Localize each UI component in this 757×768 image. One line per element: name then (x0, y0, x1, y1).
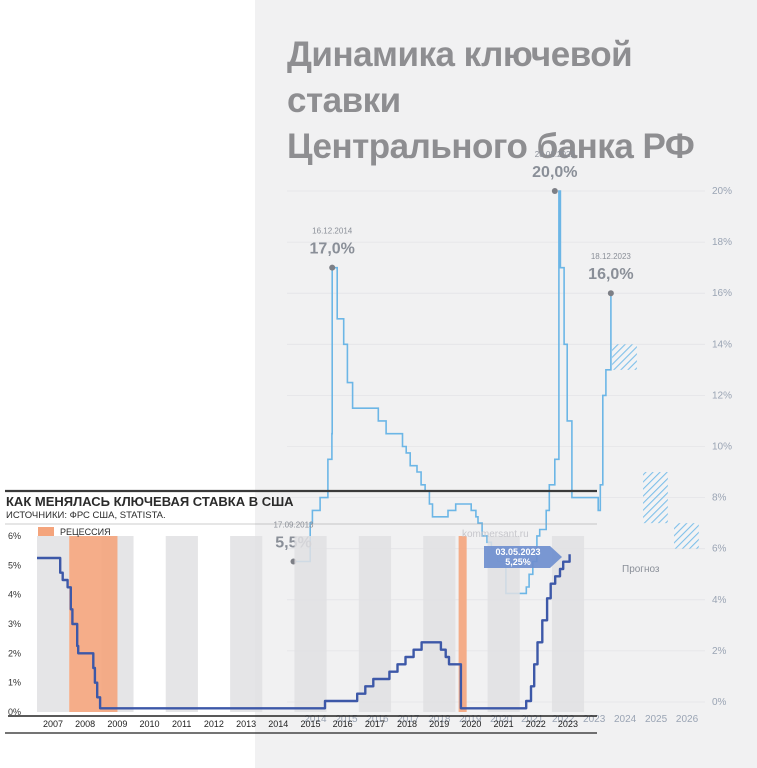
rf-title-line2: Центрального банка РФ (287, 127, 695, 166)
rf-y-tick-label: 14% (712, 339, 732, 350)
us-x-tick-label: 2015 (300, 719, 320, 729)
rf-y-tick-label: 16% (712, 288, 732, 299)
us-rate-line (37, 554, 571, 710)
us-year-band (294, 536, 327, 712)
rf-title-line1: Динамика ключевой ставки (287, 35, 633, 120)
us-x-tick-label: 2022 (526, 719, 546, 729)
rf-forecast-range (643, 472, 668, 524)
us-year-band (423, 536, 456, 712)
us-y-tick-label: 0% (8, 707, 21, 717)
rf-x-tick-label: 2015 (335, 714, 358, 725)
us-y-tick-label: 6% (8, 531, 21, 541)
rf-forecast-label: Прогноз (622, 564, 660, 575)
us-x-tick-label: 2019 (429, 719, 449, 729)
us-y-tick-label: 5% (8, 560, 21, 570)
us-y-tick-label: 1% (8, 678, 21, 688)
us-callout-box (484, 546, 562, 568)
us-legend-label: РЕЦЕССИЯ (60, 527, 111, 537)
us-x-tick-label: 2007 (43, 719, 63, 729)
rf-point-date: 18.12.2023 (591, 252, 632, 261)
us-x-tick-label: 2014 (268, 719, 288, 729)
us-x-tick-label: 2018 (397, 719, 417, 729)
us-watermark: kommersant.ru (462, 529, 529, 540)
us-chart-subtitle: ИСТОЧНИКИ: ФРС США, STATISTA. (6, 510, 166, 521)
us-x-tick-label: 2021 (494, 719, 514, 729)
rf-point-value: 17,0% (310, 241, 355, 258)
rf-x-tick-label: 2026 (676, 714, 699, 725)
us-year-band (230, 536, 263, 712)
us-year-band (551, 536, 585, 712)
us-legend-swatch (38, 527, 54, 536)
us-y-tick-label: 3% (8, 619, 21, 629)
us-callout-date: 03.05.2023 (495, 547, 540, 557)
rf-y-tick-label: 20% (712, 186, 732, 197)
us-x-tick-label: 2012 (204, 719, 224, 729)
rf-y-tick-label: 6% (712, 544, 727, 555)
rf-x-tick-label: 2017 (397, 714, 420, 725)
us-year-band (165, 536, 198, 712)
us-y-tick-label: 2% (8, 648, 21, 658)
rf-y-tick-label: 18% (712, 237, 732, 248)
us-x-tick-label: 2023 (558, 719, 578, 729)
rf-point (607, 290, 614, 297)
rf-y-tick-label: 0% (712, 697, 727, 708)
rf-forecast-range (612, 344, 637, 370)
us-year-band (37, 536, 70, 712)
rf-x-tick-label: 2022 (552, 714, 575, 725)
us-x-tick-label: 2017 (365, 719, 385, 729)
rf-y-tick-label: 2% (712, 646, 727, 657)
rf-point-date: 17.09.2013 (273, 520, 314, 529)
rf-x-tick-label: 2014 (304, 714, 327, 725)
us-y-tick-label: 4% (8, 590, 21, 600)
rf-y-tick-label: 10% (712, 442, 732, 453)
rf-x-tick-label: 2020 (490, 714, 513, 725)
rf-x-tick-label: 2018 (428, 714, 451, 725)
rf-point-date: 16.12.2014 (312, 227, 353, 236)
us-x-tick-label: 2008 (75, 719, 95, 729)
us-callout-value: 5,25% (505, 557, 531, 567)
us-year-band (358, 536, 392, 712)
rf-point-date: 28.02.2022 (535, 150, 576, 159)
us-x-tick-label: 2009 (107, 719, 127, 729)
us-x-tick-label: 2020 (461, 719, 481, 729)
us-plot: КАК МЕНЯЛАСЬ КЛЮЧЕВАЯ СТАВКА В СШАИСТОЧН… (5, 489, 597, 734)
rf-rate-line (293, 190, 612, 595)
rf-x-tick-label: 2016 (366, 714, 389, 725)
us-x-tick-label: 2010 (140, 719, 160, 729)
us-x-tick-label: 2011 (172, 719, 191, 729)
rf-point (551, 188, 558, 194)
rf-y-tick-label: 12% (712, 390, 732, 401)
rf-x-tick-label: 2019 (459, 714, 482, 725)
rf-point-value: 16,0% (588, 266, 633, 283)
rf-x-tick-label: 2021 (521, 714, 544, 725)
rf-x-tick-label: 2024 (614, 714, 637, 725)
us-chart-title: КАК МЕНЯЛАСЬ КЛЮЧЕВАЯ СТАВКА В США (6, 494, 294, 509)
rf-forecast-range (674, 523, 699, 549)
rf-chart-title: Динамика ключевой ставки Центрального ба… (287, 32, 727, 170)
rf-y-tick-label: 4% (712, 595, 727, 606)
us-chart: КАК МЕНЯЛАСЬ КЛЮЧЕВАЯ СТАВКА В СШАИСТОЧН… (5, 489, 597, 734)
rf-x-tick-label: 2025 (645, 714, 668, 725)
rf-x-tick-label: 2023 (583, 714, 606, 725)
rf-point-value: 20,0% (532, 164, 577, 181)
us-recession-band (458, 536, 467, 712)
rf-point (329, 264, 336, 271)
rf-y-tick-label: 8% (712, 493, 727, 504)
us-x-tick-label: 2013 (236, 719, 256, 729)
us-x-tick-label: 2016 (333, 719, 353, 729)
